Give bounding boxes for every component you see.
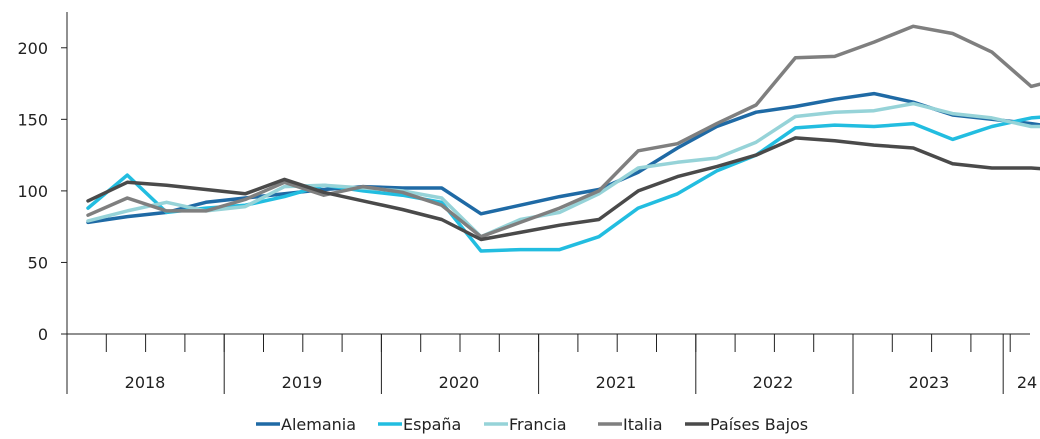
x-period-label: 2022 bbox=[753, 373, 794, 392]
x-period-label: 2020 bbox=[439, 373, 480, 392]
x-period-label: 2021 bbox=[596, 373, 637, 392]
legend: Alemania España Francia Italia Países Bajos bbox=[256, 415, 808, 434]
x-period-label: 2023 bbox=[909, 373, 950, 392]
legend-label: Italia bbox=[623, 415, 663, 434]
series-line-italia bbox=[86, 24, 1040, 239]
legend-label: España bbox=[403, 415, 461, 434]
series-line-países-bajos bbox=[86, 136, 1040, 242]
series-line-españa bbox=[86, 115, 1040, 253]
x-period-label: 24 bbox=[1017, 373, 1037, 392]
y-tick-label: 150 bbox=[17, 110, 48, 129]
x-period-label: 2018 bbox=[125, 373, 166, 392]
series-lines bbox=[86, 24, 1040, 253]
series-line-francia bbox=[86, 101, 1040, 239]
y-tick-label: 200 bbox=[17, 39, 48, 58]
y-tick-label: 50 bbox=[28, 253, 48, 272]
legend-label: Alemania bbox=[281, 415, 356, 434]
legend-label: Países Bajos bbox=[710, 415, 808, 434]
legend-label: Francia bbox=[509, 415, 567, 434]
y-tick-label: 0 bbox=[38, 325, 48, 344]
axes: 0 50 100 150 200 2018 2019 2020 2021 2022 2023 24 bbox=[17, 12, 1037, 394]
x-period-label: 2019 bbox=[282, 373, 323, 392]
y-tick-label: 100 bbox=[17, 182, 48, 201]
